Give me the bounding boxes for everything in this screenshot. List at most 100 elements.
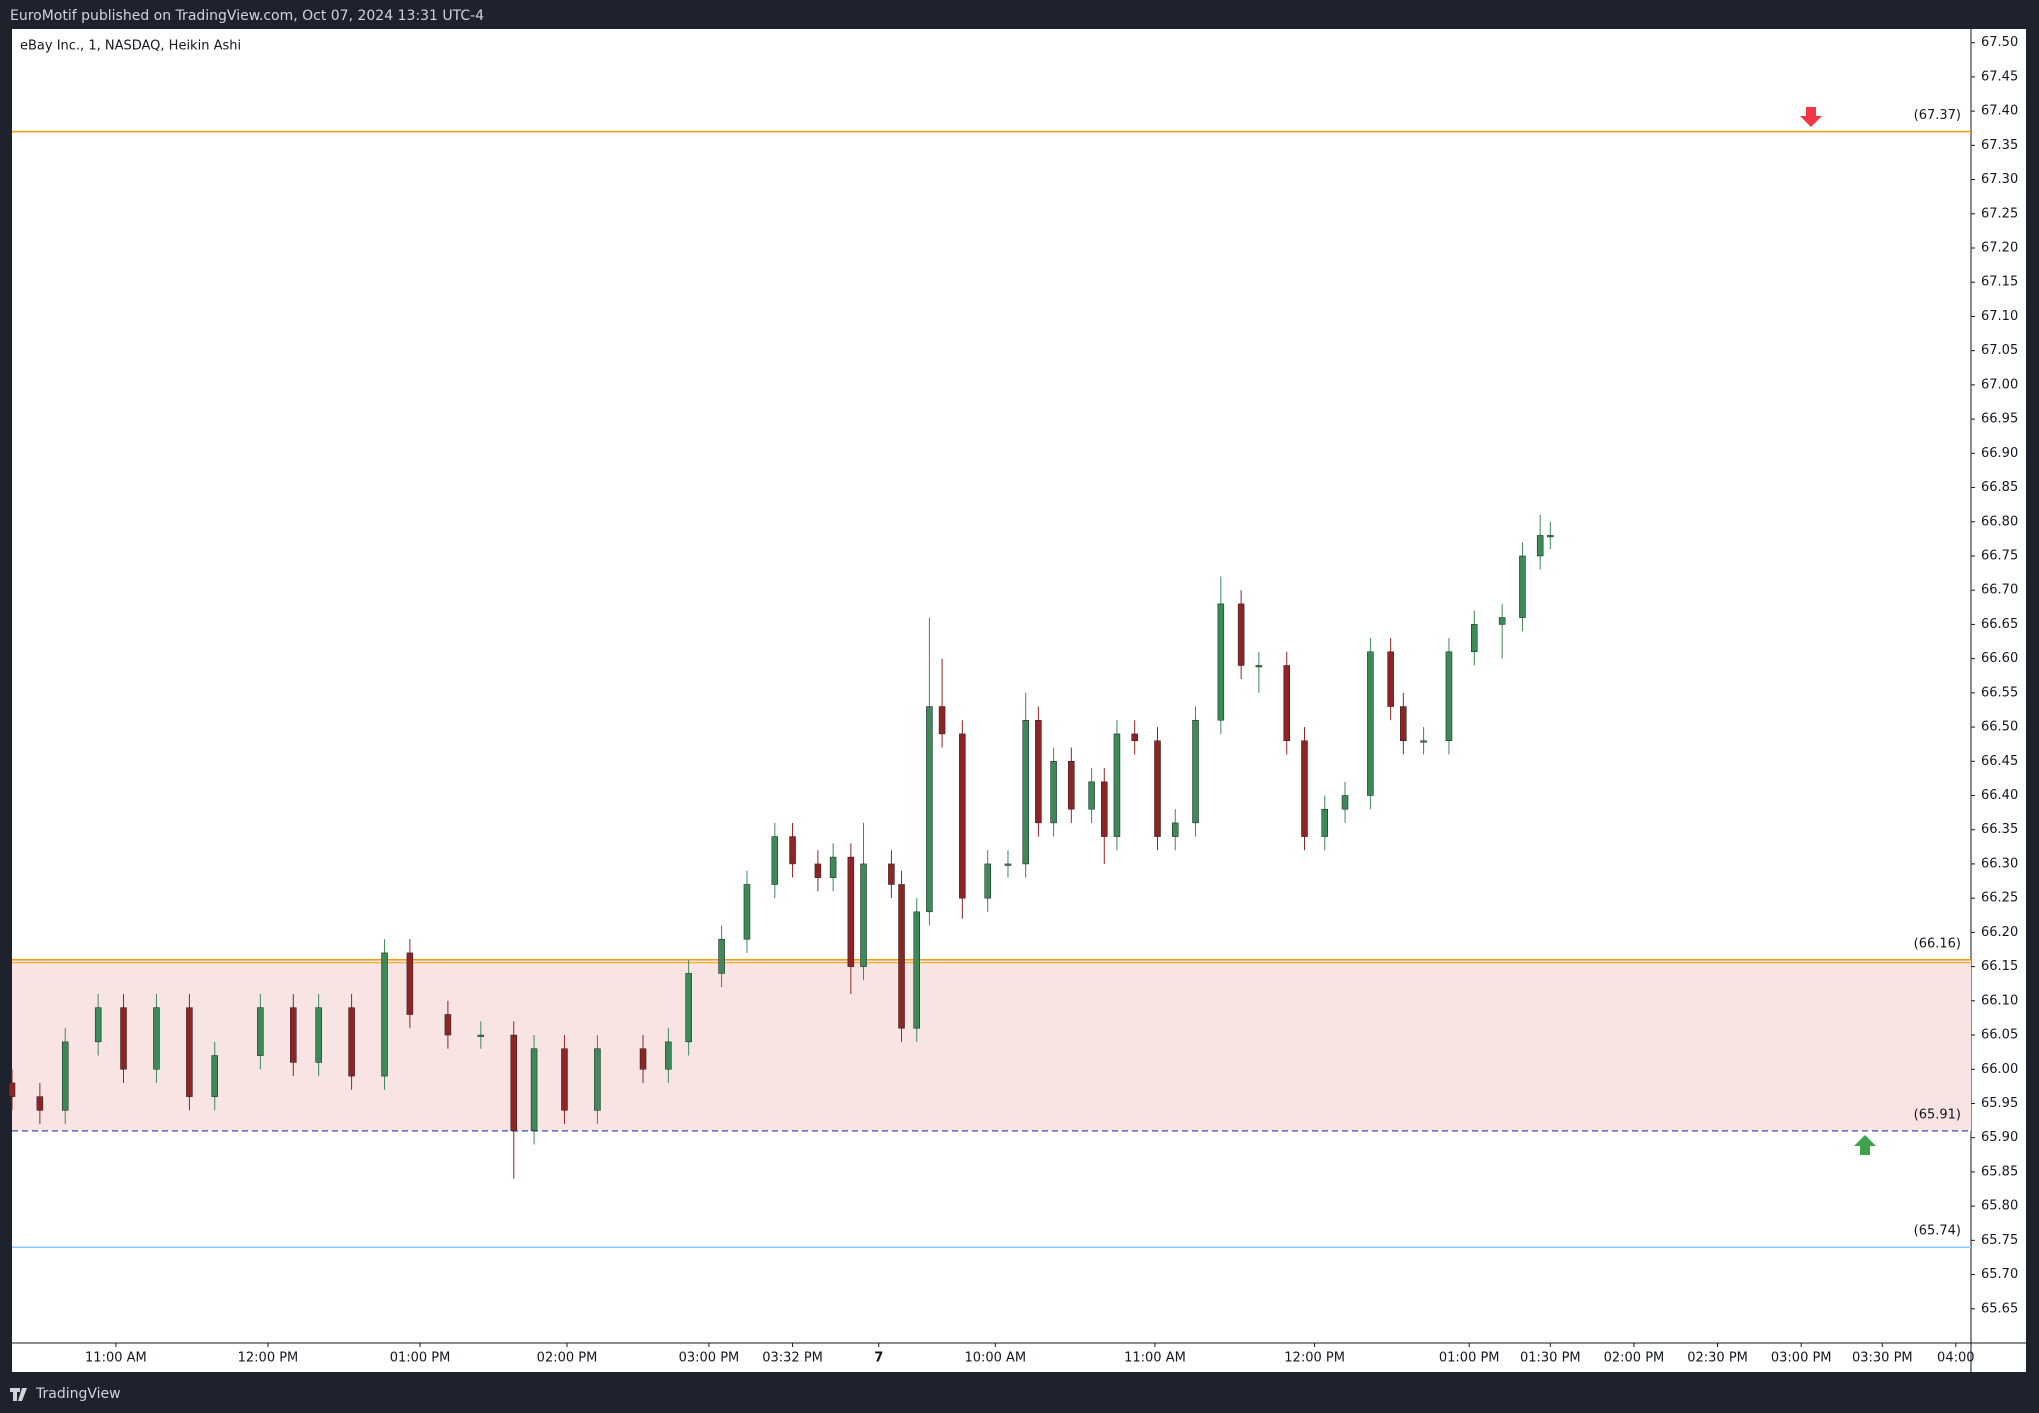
candle-body	[530, 1048, 538, 1132]
candle-body	[847, 856, 855, 967]
candle-body	[1445, 651, 1453, 741]
candle-body	[860, 863, 867, 967]
y-tick-label: 67.05	[1981, 343, 2018, 358]
y-tick-label: 65.85	[1981, 1164, 2018, 1179]
tv-logo	[10, 1388, 27, 1401]
candle-body	[1101, 781, 1108, 837]
x-tick-label: 03:30 PM	[1852, 1351, 1913, 1366]
zone	[12, 959, 1971, 1131]
x-tick-label: 02:30 PM	[1687, 1351, 1748, 1366]
candle-body	[153, 1007, 160, 1070]
candle-body	[743, 884, 751, 940]
header-text: EuroMotif published on TradingView.com, …	[10, 8, 484, 24]
y-tick-label: 66.80	[1981, 514, 2018, 529]
y-tick-label: 67.45	[1981, 69, 2018, 84]
x-tick-label: 03:00 PM	[1771, 1351, 1832, 1366]
candle-body	[348, 1007, 355, 1077]
candle-body	[718, 938, 725, 974]
x-tick-label: 7	[874, 1351, 883, 1366]
candle-body	[1519, 555, 1526, 618]
y-tick-label: 67.00	[1981, 377, 2018, 392]
candle-body	[1035, 719, 1042, 824]
y-tick-label: 66.55	[1981, 685, 2018, 700]
y-tick-label: 66.60	[1981, 651, 2018, 666]
y-tick-label: 66.35	[1981, 822, 2018, 837]
y-tick-label: 66.00	[1981, 1062, 2018, 1077]
x-tick-label: 01:30 PM	[1520, 1351, 1581, 1366]
candle-body	[1113, 733, 1121, 837]
x-tick-label: 11:00 AM	[85, 1351, 147, 1366]
y-tick-label: 66.75	[1981, 548, 2018, 563]
y-tick-label: 66.15	[1981, 959, 2018, 974]
candle-body	[771, 836, 779, 885]
candle-body	[1171, 822, 1179, 837]
candle-body	[290, 1007, 297, 1063]
candle-body	[8, 1082, 16, 1097]
candle-body	[926, 706, 933, 913]
candle-body	[561, 1048, 568, 1111]
candle-body	[1022, 719, 1029, 865]
candle-body	[211, 1055, 218, 1097]
candle-body	[1088, 781, 1095, 810]
candle-body	[1237, 603, 1245, 666]
x-tick-label: 10:00 AM	[964, 1351, 1026, 1366]
candle-body	[814, 863, 822, 878]
candle-body	[120, 1007, 127, 1070]
candle-body	[1367, 651, 1374, 796]
candle-body	[888, 863, 895, 885]
x-tick-label: 01:00 PM	[1439, 1351, 1500, 1366]
x-tick-label: 04:00	[1937, 1351, 1974, 1366]
candle-body	[789, 836, 796, 865]
x-tick-label: 03:00 PM	[679, 1351, 740, 1366]
y-tick-label: 65.80	[1981, 1199, 2018, 1214]
candle-body	[594, 1048, 601, 1111]
candle-body	[1301, 740, 1308, 837]
candle-body	[1283, 665, 1290, 741]
chart-legend: eBay Inc., 1, NASDAQ, Heikin Ashi	[20, 39, 241, 54]
y-tick-label: 67.15	[1981, 275, 2018, 290]
candle-body	[938, 706, 946, 735]
x-tick-label: 02:00 PM	[537, 1351, 598, 1366]
x-tick-label: 12:00 PM	[238, 1351, 299, 1366]
y-tick-label: 65.65	[1981, 1301, 2018, 1316]
candle-body	[1536, 535, 1544, 557]
candle-body	[406, 952, 414, 1015]
candle-body	[639, 1048, 647, 1070]
candle-body	[1068, 761, 1075, 810]
x-tick-label: 01:00 PM	[390, 1351, 451, 1366]
y-tick-label: 66.70	[1981, 583, 2018, 598]
candle-body	[898, 884, 905, 1029]
y-tick-label: 66.65	[1981, 617, 2018, 632]
y-tick-label: 66.10	[1981, 993, 2018, 1008]
y-tick-label: 65.75	[1981, 1233, 2018, 1248]
candle-body	[477, 1034, 485, 1037]
y-tick-label: 67.10	[1981, 309, 2018, 324]
candle-body	[510, 1034, 518, 1132]
level-label: (65.91)	[1914, 1107, 1961, 1122]
candle-body	[1498, 617, 1506, 625]
y-tick-label: 66.85	[1981, 480, 2018, 495]
y-tick-label: 65.95	[1981, 1096, 2018, 1111]
candle-body	[1050, 761, 1057, 824]
y-tick-label: 66.40	[1981, 788, 2018, 803]
footer-text: TradingView	[35, 1386, 121, 1402]
x-tick-label: 11:00 AM	[1124, 1351, 1186, 1366]
x-tick-label: 12:00 PM	[1284, 1351, 1345, 1366]
y-tick-label: 66.90	[1981, 446, 2018, 461]
candle-body	[381, 952, 388, 1077]
y-tick-label: 66.45	[1981, 754, 2018, 769]
candle-body	[257, 1007, 264, 1056]
candle-body	[984, 863, 991, 899]
candle-body	[1471, 624, 1478, 653]
x-tick-label: 02:00 PM	[1604, 1351, 1665, 1366]
candle-body	[1192, 719, 1199, 824]
candle-body	[1321, 808, 1329, 837]
y-tick-label: 67.35	[1981, 138, 2018, 153]
candle-body	[36, 1096, 44, 1111]
candle-body	[665, 1041, 672, 1070]
candle-body	[1400, 706, 1407, 741]
candle-body	[913, 911, 920, 1029]
candle-body	[959, 733, 966, 899]
candle-body	[315, 1007, 322, 1063]
candle-body	[94, 1007, 102, 1043]
